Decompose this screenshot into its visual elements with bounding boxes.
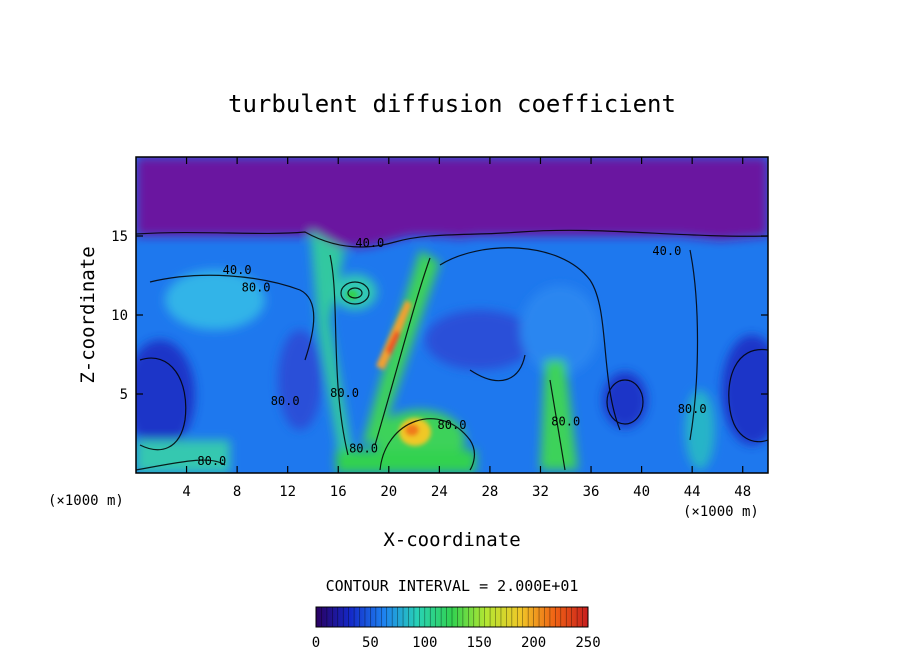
y-tick-label: 15 [111, 229, 128, 245]
y-axis-label: Z-coordinate [77, 246, 99, 383]
contour-label: 80.0 [271, 394, 300, 408]
chart-title: turbulent diffusion coefficient [228, 90, 676, 118]
contour-label: 40.0 [223, 263, 252, 277]
contour-label: 80.0 [438, 418, 467, 432]
y-tick-label: 5 [120, 387, 128, 403]
x-tick-label: 24 [431, 484, 448, 500]
x-tick-label: 36 [583, 484, 600, 500]
y-tick-label: 10 [111, 308, 128, 324]
colorbar-tick-label: 100 [412, 635, 437, 651]
x-tick-label: 12 [279, 484, 296, 500]
x-tick-label: 8 [233, 484, 241, 500]
x-tick-label: 4 [182, 484, 190, 500]
x-tick-label: 28 [481, 484, 498, 500]
contour-label: 80.0 [551, 415, 580, 429]
contour-label: 80.0 [330, 386, 359, 400]
y-axis: 5 10 15 [111, 229, 768, 403]
x-tick-label: 40 [633, 484, 650, 500]
colorbar-frame [315, 606, 589, 628]
contour-label: 80.0 [349, 441, 378, 455]
x-unit-right: (×1000 m) [683, 504, 759, 520]
colorbar-tick-label: 150 [467, 635, 492, 651]
x-tick-label: 20 [380, 484, 397, 500]
x-tick-label: 48 [734, 484, 751, 500]
contour-label: 40.0 [652, 244, 681, 258]
contour-label: 80.0 [242, 280, 271, 294]
colorbar: 0 50 100 150 200 250 [312, 606, 601, 651]
heatmap-field: 40.0 80.0 40.0 40.0 80.0 80.0 80.0 80.0 80.0 80.0… [136, 157, 768, 473]
x-axis-label: X-coordinate [383, 529, 520, 551]
colorbar-tick-label: 0 [312, 635, 320, 651]
colorbar-tick-label: 50 [362, 635, 379, 651]
contour-label: 80.0 [678, 402, 707, 416]
x-unit-left: (×1000 m) [48, 493, 124, 509]
x-tick-label: 32 [532, 484, 549, 500]
contour-interval: CONTOUR INTERVAL = 2.000E+01 [326, 577, 579, 595]
colorbar-tick-label: 200 [521, 635, 546, 651]
colorbar-tick-label: 250 [575, 635, 600, 651]
x-axis: 4 8 12 16 20 24 28 32 36 40 44 48 [182, 157, 751, 500]
contour-labels: 40.0 80.0 40.0 40.0 80.0 80.0 80.0 80.0 80.0 80.0… [197, 236, 706, 468]
x-tick-label: 44 [684, 484, 701, 500]
contour-label: 40.0 [355, 236, 384, 250]
contour-label: 80.0 [197, 454, 226, 468]
x-tick-label: 16 [330, 484, 347, 500]
